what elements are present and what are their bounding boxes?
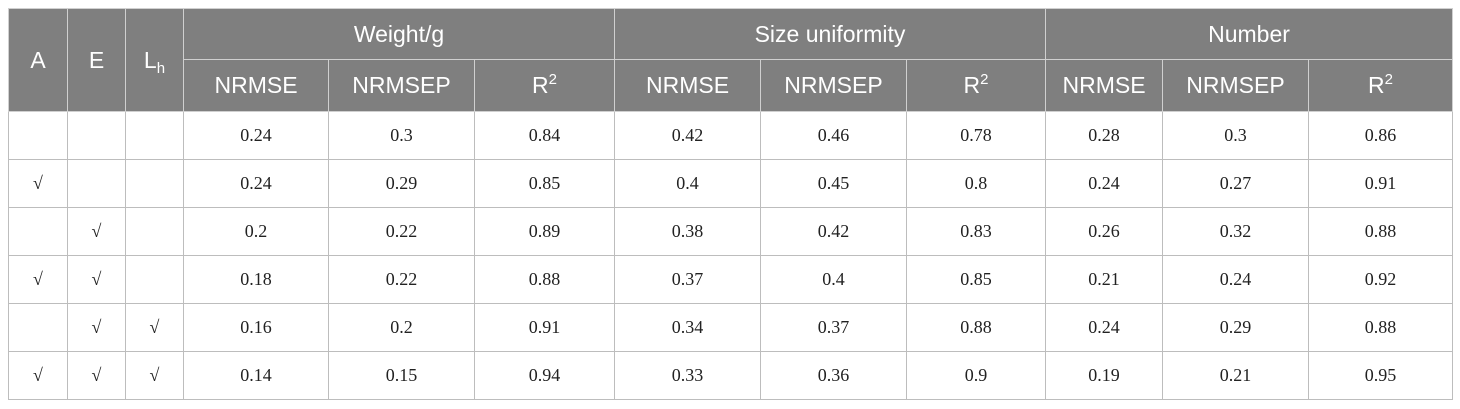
header-metric-nrmse: NRMSE [183,59,329,112]
cell-value: 0.21 [1162,351,1309,400]
cell-value: 0.88 [474,255,615,304]
cell-value: 0.26 [1045,207,1163,256]
cell-value: 0.29 [328,159,475,208]
cell-value: 0.21 [1045,255,1163,304]
cell-e [67,159,126,208]
cell-lh [125,111,184,160]
cell-value: 0.8 [906,159,1046,208]
header-metric-nrmsep: NRMSEP [1162,59,1309,112]
cell-value: 0.28 [1045,111,1163,160]
cell-value: 0.32 [1162,207,1309,256]
header-row-metrics: NRMSE NRMSEP R2 NRMSE NRMSEP R2 NRMSE NR… [9,59,1454,112]
cell-value: 0.29 [1162,303,1309,352]
cell-value: 0.91 [474,303,615,352]
cell-value: 0.19 [1045,351,1163,400]
cell-a: √ [8,351,68,400]
cell-value: 0.4 [614,159,761,208]
header-metric-nrmsep: NRMSEP [328,59,475,112]
cell-lh [125,207,184,256]
cell-a: √ [8,159,68,208]
cell-a [8,207,68,256]
cell-value: 0.16 [183,303,329,352]
cell-value: 0.33 [614,351,761,400]
cell-value: 0.24 [1162,255,1309,304]
cell-value: 0.2 [183,207,329,256]
cell-value: 0.24 [1045,159,1163,208]
cell-value: 0.88 [906,303,1046,352]
cell-value: 0.4 [760,255,907,304]
cell-value: 0.36 [760,351,907,400]
cell-value: 0.94 [474,351,615,400]
cell-e: √ [67,255,126,304]
header-factor-lh: Lh [125,8,184,112]
cell-value: 0.91 [1307,159,1454,208]
header-row-groups: A E Lh Weight/g Size uniformity Number [8,8,1454,112]
header-metric-r2: R2 [906,59,1046,112]
header-factor-a: A [8,8,68,112]
cell-value: 0.78 [906,111,1046,160]
cell-value: 0.9 [906,351,1046,400]
cell-e: √ [67,303,126,352]
cell-value: 0.22 [328,207,475,256]
cell-a [8,111,68,160]
cell-value: 0.86 [1307,111,1454,160]
header-metric-r2: R2 [474,59,615,112]
header-group-weight: Weight/g [183,8,615,60]
cell-value: 0.84 [474,111,615,160]
table-row: √ √ 0.18 0.22 0.88 0.37 0.4 0.85 0.21 0.… [8,255,1454,304]
cell-lh: √ [125,303,184,352]
cell-value: 0.83 [906,207,1046,256]
table-row: 0.24 0.3 0.84 0.42 0.46 0.78 0.28 0.3 0.… [8,111,1454,160]
cell-value: 0.92 [1307,255,1454,304]
header-group-number: Number [1044,8,1454,60]
cell-value: 0.46 [760,111,907,160]
cell-value: 0.2 [328,303,475,352]
cell-e: √ [67,351,126,400]
cell-value: 0.38 [614,207,761,256]
cell-value: 0.22 [328,255,475,304]
cell-e: √ [67,207,126,256]
table-container: A E Lh Weight/g Size uniformity Number N… [8,8,1454,400]
header-metric-r2: R2 [1307,59,1454,112]
cell-value: 0.24 [183,111,329,160]
table-row: √ √ √ 0.14 0.15 0.94 0.33 0.36 0.9 0.19 … [8,351,1454,400]
header-factor-e: E [67,8,126,112]
cell-value: 0.37 [614,255,761,304]
cell-value: 0.14 [183,351,329,400]
cell-value: 0.85 [906,255,1046,304]
header-metric-nrmse: NRMSE [1045,59,1163,112]
cell-lh [125,255,184,304]
cell-value: 0.18 [183,255,329,304]
cell-value: 0.3 [1162,111,1309,160]
cell-value: 0.45 [760,159,907,208]
header-metric-nrmse: NRMSE [614,59,761,112]
cell-value: 0.37 [760,303,907,352]
cell-a: √ [8,255,68,304]
cell-value: 0.27 [1162,159,1309,208]
cell-value: 0.85 [474,159,615,208]
cell-value: 0.24 [1045,303,1163,352]
table-row: √ 0.24 0.29 0.85 0.4 0.45 0.8 0.24 0.27 … [8,159,1454,208]
cell-value: 0.15 [328,351,475,400]
cell-value: 0.88 [1307,207,1454,256]
cell-value: 0.24 [183,159,329,208]
cell-a [8,303,68,352]
cell-value: 0.89 [474,207,615,256]
cell-value: 0.34 [614,303,761,352]
cell-lh: √ [125,351,184,400]
cell-value: 0.42 [614,111,761,160]
cell-e [67,111,126,160]
results-table: A E Lh Weight/g Size uniformity Number N… [8,8,1454,400]
header-metric-nrmsep: NRMSEP [760,59,907,112]
table-row: √ 0.2 0.22 0.89 0.38 0.42 0.83 0.26 0.32… [8,207,1454,256]
header-group-size-uniformity: Size uniformity [614,8,1046,60]
cell-value: 0.42 [760,207,907,256]
cell-value: 0.88 [1307,303,1454,352]
cell-lh [125,159,184,208]
table-row: √ √ 0.16 0.2 0.91 0.34 0.37 0.88 0.24 0.… [8,303,1454,352]
cell-value: 0.3 [328,111,475,160]
cell-value: 0.95 [1307,351,1454,400]
